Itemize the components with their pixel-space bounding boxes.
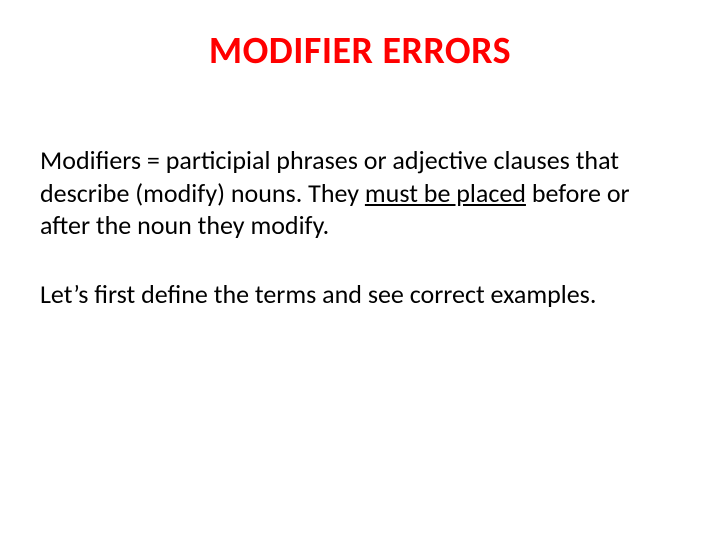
para1-underline: must be placed — [365, 177, 526, 209]
slide-title: MODIFIER ERRORS — [40, 28, 680, 74]
slide-container: MODIFIER ERRORS Modifiers = participial … — [0, 0, 720, 540]
paragraph-definition: Modifiers = participial phrases or adjec… — [40, 144, 680, 242]
paragraph-intro: Let’s first define the terms and see cor… — [40, 278, 680, 311]
